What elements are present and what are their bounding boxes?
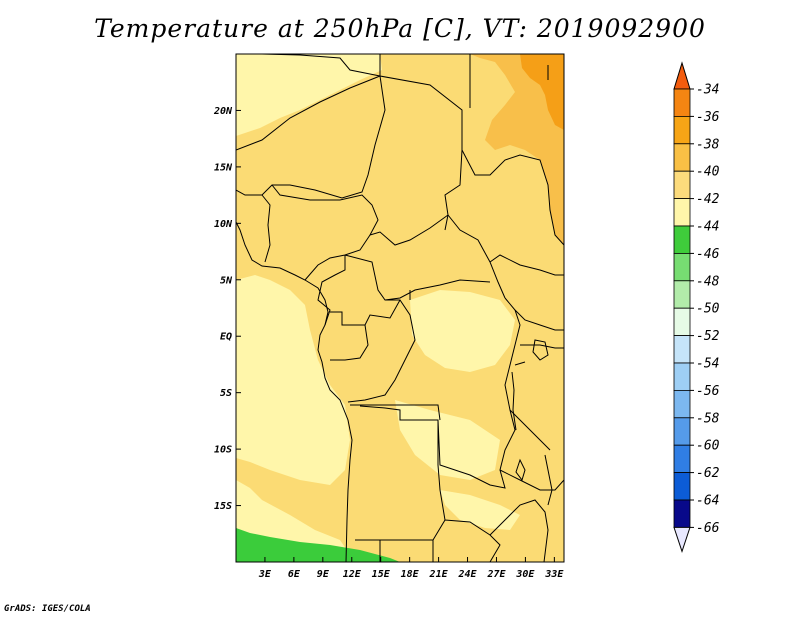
colorbar-swatch [673, 472, 691, 501]
colorbar-swatch [673, 335, 691, 364]
chart-title: Temperature at 250hPa [C], VT: 201909290… [94, 14, 706, 43]
border-sahara-north [261, 54, 463, 231]
lat-tick-label: 5S [220, 388, 232, 399]
colorbar-label: -34 [696, 83, 719, 98]
lat-tick-label: 15S [214, 501, 232, 512]
lon-tick-label: 12E [343, 569, 362, 580]
colorbar-label: -48 [696, 274, 720, 289]
map-frame [235, 53, 565, 563]
colorbar-label: -50 [696, 302, 720, 317]
colorbar-label: -46 [696, 247, 720, 262]
colorbar-swatch [673, 116, 691, 145]
colorbar-swatch [673, 499, 691, 528]
contour-island-pale-4 [440, 490, 520, 530]
colorbar-label: -66 [696, 521, 720, 536]
colorbar-label: -64 [696, 494, 719, 509]
map-panel [235, 53, 565, 563]
colorbar-label: -44 [696, 220, 719, 235]
lat-tick-label: 20N [213, 106, 233, 117]
colorbar-label: -54 [696, 357, 719, 372]
colorbar-swatch [673, 307, 691, 337]
colorbar-swatch [673, 362, 691, 391]
colorbar-label: -42 [696, 192, 720, 207]
temperature-field [236, 54, 564, 562]
colorbar-top-arrow [673, 61, 691, 90]
border-sudan [461, 149, 564, 276]
border-nigeria [261, 184, 379, 281]
contour-island-pale-2 [410, 290, 515, 372]
lon-tick-label: 18E [401, 569, 420, 580]
lat-tick-label: 10S [214, 445, 232, 456]
colorbar-swatch [673, 280, 691, 309]
colorbar-label: -62 [696, 466, 720, 481]
coastline-east [469, 54, 549, 108]
grads-credit: GrADS: IGES/COLA [4, 604, 91, 614]
lon-tick-label: 27E [486, 569, 506, 580]
lon-tick-label: 30E [515, 569, 535, 580]
colorbar-swatch [673, 389, 691, 419]
colorbar-swatch [673, 198, 691, 227]
colorbar-swatch [673, 170, 691, 199]
colorbar-label: -36 [696, 110, 720, 125]
border-gabon-congo [330, 299, 401, 361]
border-great-lakes [509, 309, 564, 451]
coastline-west-africa [236, 221, 353, 562]
colorbar-label: -60 [696, 439, 720, 454]
lat-tick-label: EQ [220, 332, 232, 343]
lon-tick-label: 24E [457, 569, 477, 580]
border-cameroon-car [317, 214, 506, 326]
lon-tick-label: 3E [258, 569, 272, 580]
colorbar-swatch [673, 417, 691, 446]
colorbar-label: -52 [696, 329, 720, 344]
colorbar-swatch [673, 252, 691, 282]
lon-tick-label: 9E [317, 569, 330, 580]
lat-tick-label: 10N [214, 219, 233, 230]
colorbar-swatch [673, 143, 691, 172]
lon-tick-label: 15E [372, 569, 391, 580]
country-borders [236, 54, 564, 562]
colorbar-swatch [673, 225, 691, 254]
lat-tick-label: 15N [214, 162, 233, 173]
border-angola-zambia [350, 404, 564, 562]
lon-tick-label: 33E [544, 569, 564, 580]
colorbar-label: -56 [696, 384, 720, 399]
contour-fill-minus36 [520, 54, 564, 130]
border-namibia-botswana [379, 499, 549, 562]
longitude-axis: 3E 6E 9E 12E 15E 18E 21E 24E 27E 30E 33E [258, 557, 564, 580]
colorbar-bottom-arrow [673, 526, 691, 553]
colorbar-label: -58 [696, 411, 720, 426]
contour-fill-minus38 [470, 54, 564, 245]
border-drc [347, 290, 521, 489]
border-niger-chad [236, 75, 386, 199]
colorbar-swatch [673, 444, 691, 474]
colorbar-label: -38 [696, 137, 720, 152]
lake-outlines [511, 339, 553, 506]
colorbar: -34 -36 -38 -40 -42 -44 -46 -48 -50 -52 -54 -56 -58 -… [673, 61, 720, 553]
contour-island-pale-1 [236, 54, 382, 136]
lon-tick-label: 21E [429, 569, 449, 580]
colorbar-label: -40 [696, 165, 720, 180]
lon-tick-label: 6E [288, 569, 301, 580]
colorbar-swatch [673, 88, 691, 117]
latitude-axis: 20N 15N 10N 5N EQ 5S 10S 15S [213, 106, 241, 512]
lat-tick-label: 5N [220, 275, 233, 286]
contour-fill-minus44 [236, 528, 400, 562]
